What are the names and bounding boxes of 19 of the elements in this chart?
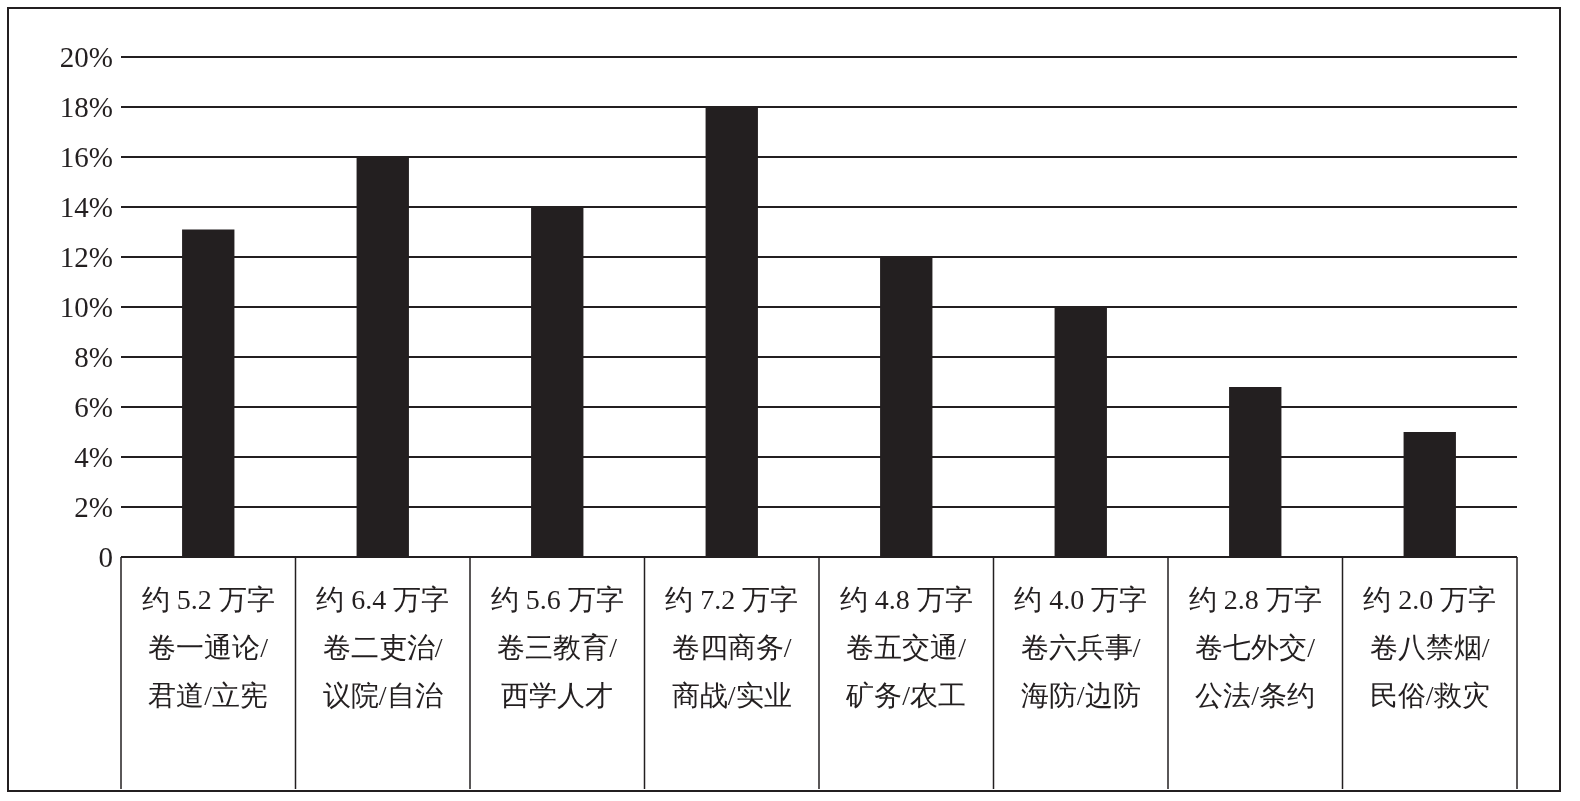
y-tick-label: 4%	[74, 441, 113, 473]
x-tick-label: 约 5.2 万字卷一通论/君道/立宪	[141, 584, 275, 711]
x-tick-label: 约 4.8 万字卷五交通/矿务/农工	[839, 584, 973, 711]
y-tick-label: 8%	[74, 341, 113, 373]
x-tick-label: 约 2.8 万字卷七外交/公法/条约	[1188, 584, 1322, 711]
x-tick-label: 约 7.2 万字卷四商务/商战/实业	[665, 584, 799, 711]
y-tick-label: 14%	[59, 191, 113, 223]
y-tick-label: 6%	[74, 391, 113, 423]
y-tick-label: 20%	[59, 41, 113, 73]
y-tick-label: 18%	[59, 91, 113, 123]
y-tick-label: 12%	[59, 241, 113, 273]
y-tick-label: 0	[98, 541, 113, 573]
x-tick-label: 约 4.0 万字卷六兵事/海防/边防	[1014, 584, 1148, 711]
x-tick-label: 约 5.6 万字卷三教育/西学人才	[490, 584, 624, 711]
y-tick-label: 10%	[59, 291, 113, 323]
x-tick-label: 约 2.0 万字卷八禁烟/民俗/救灾	[1363, 584, 1497, 711]
y-tick-label: 2%	[74, 491, 113, 523]
x-tick-label: 约 6.4 万字卷二吏治/议院/自治	[316, 584, 450, 711]
y-tick-label: 16%	[59, 141, 113, 173]
